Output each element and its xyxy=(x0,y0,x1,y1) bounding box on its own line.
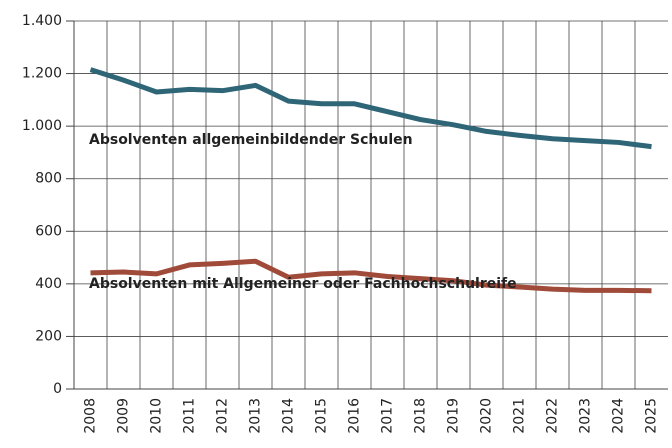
data-line xyxy=(89,67,652,150)
x-tick-label: 2025 xyxy=(644,398,660,434)
y-tick-label: 600 xyxy=(35,223,62,239)
x-tick-label: 2012 xyxy=(215,398,231,434)
series-label: Absolventen allgemeinbildender Schulen xyxy=(89,132,413,148)
x-tick-label: 2019 xyxy=(446,398,462,434)
x-tick-label: 2016 xyxy=(347,398,363,434)
data-line xyxy=(90,258,652,294)
x-tick-label: 2013 xyxy=(248,398,264,434)
x-tick-label: 2022 xyxy=(545,398,561,434)
x-tick-label: 2010 xyxy=(149,398,165,434)
x-tick-label: 2008 xyxy=(83,398,99,434)
x-tick-label: 2014 xyxy=(281,398,297,434)
x-tick-label: 2015 xyxy=(314,398,330,434)
x-tick-label: 2021 xyxy=(512,398,528,434)
y-tick-label: 200 xyxy=(35,328,62,344)
x-tick-label: 2017 xyxy=(380,398,396,434)
y-tick-label: 1.000 xyxy=(22,118,62,134)
x-tick-label: 2018 xyxy=(413,398,429,434)
x-tick-label: 2024 xyxy=(611,398,627,434)
series-label: Absolventen mit Allgemeiner oder Fachhoc… xyxy=(89,276,517,292)
y-tick-label: 1.200 xyxy=(22,66,62,82)
y-tick-label: 400 xyxy=(35,276,62,292)
x-tick-label: 2011 xyxy=(182,398,198,434)
x-tick-label: 2020 xyxy=(479,398,495,434)
x-tick-label: 2009 xyxy=(116,398,132,434)
y-tick-label: 1.400 xyxy=(22,13,62,29)
y-tick-label: 0 xyxy=(53,381,62,397)
y-tick-label: 800 xyxy=(35,171,62,187)
x-tick-label: 2023 xyxy=(578,398,594,434)
